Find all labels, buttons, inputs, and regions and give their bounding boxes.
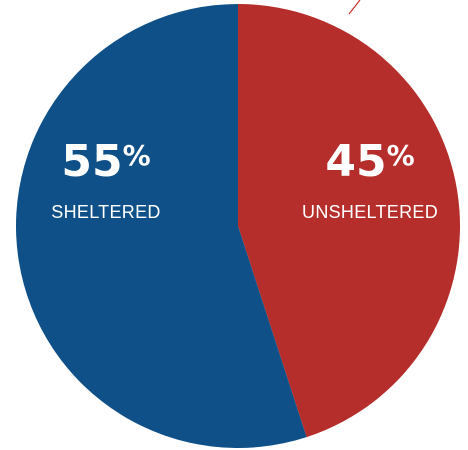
pie-slices [16,4,461,448]
pie-slice-sheltered [16,4,307,448]
pie-slice-unsheltered [238,4,461,438]
pie-slice-value-sheltered: 55% [61,136,150,187]
pie-slice-label-sheltered: SHELTERED [51,202,160,222]
pie-slice-label-unsheltered: UNSHELTERED [302,202,438,222]
accent-line [348,0,361,15]
pie-labels: 45% UNSHELTERED 55% SHELTERED [51,136,438,222]
pie-slice-value-unsheltered: 45% [325,136,414,187]
